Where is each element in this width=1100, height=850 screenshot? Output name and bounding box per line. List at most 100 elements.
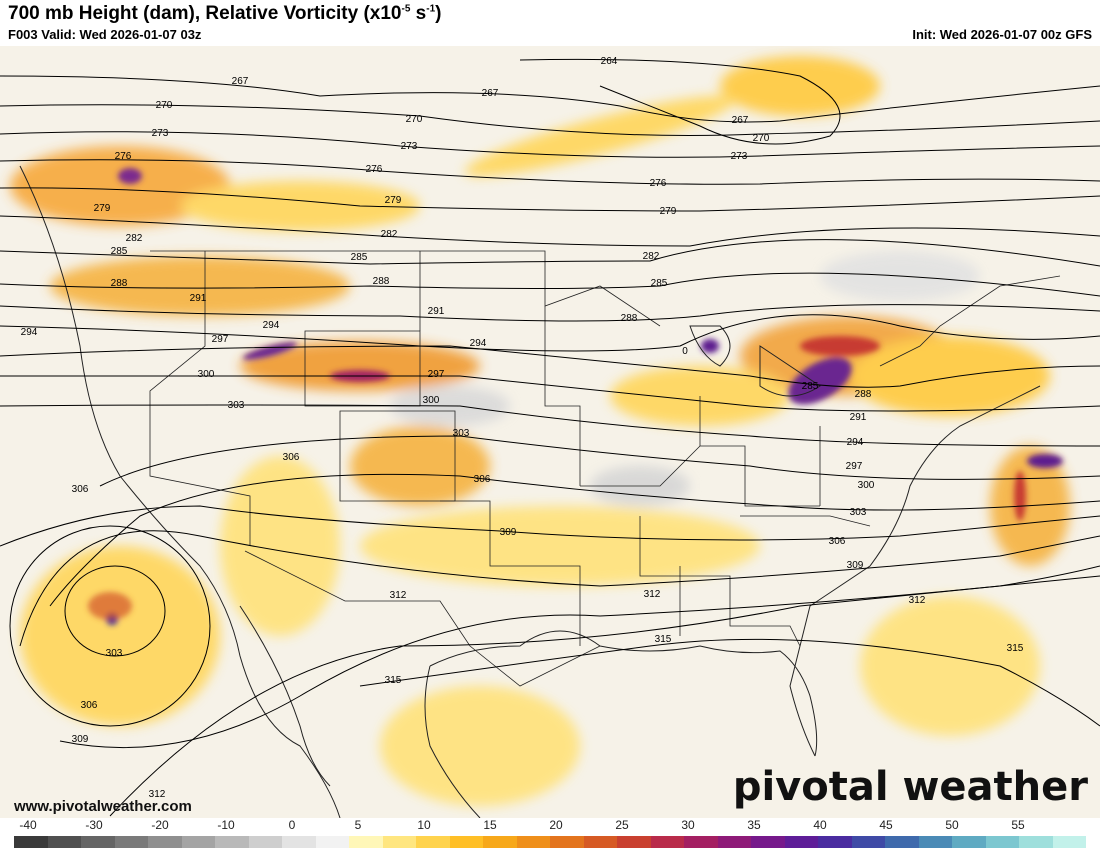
contour-label: 315 xyxy=(655,634,672,645)
init-time: Init: Wed 2026-01-07 00z GFS xyxy=(912,27,1092,42)
contour-label: 282 xyxy=(126,233,143,244)
colorbar-swatch xyxy=(181,836,215,848)
contour-label: 303 xyxy=(850,507,867,518)
colorbar-swatch xyxy=(851,836,885,848)
contour-label: 273 xyxy=(152,128,169,139)
colorbar-swatch xyxy=(918,836,952,848)
contour-label: 306 xyxy=(81,700,98,711)
contour-label: 288 xyxy=(621,313,638,324)
colorbar-swatch xyxy=(1052,836,1086,848)
contour-label: 294 xyxy=(470,338,487,349)
colorbar-swatch xyxy=(516,836,550,848)
colorbar-swatch xyxy=(114,836,148,848)
valid-time: F003 Valid: Wed 2026-01-07 03z xyxy=(8,27,202,42)
contour-label: 288 xyxy=(373,276,390,287)
contour-label: 300 xyxy=(423,395,440,406)
west-coast xyxy=(19,165,341,818)
contour-label: 297 xyxy=(846,461,863,472)
colorbar-tick: 5 xyxy=(354,818,362,832)
contour-label: 312 xyxy=(390,590,407,601)
contour-label: 306 xyxy=(72,484,89,495)
contour-label: 294 xyxy=(847,437,864,448)
contour-label: 303 xyxy=(106,648,123,659)
colorbar-swatch xyxy=(684,836,718,848)
contour-label: 291 xyxy=(190,293,207,304)
colorbar-tick: 0 xyxy=(288,818,296,832)
contour-label: 315 xyxy=(385,675,402,686)
contour-label: 312 xyxy=(644,589,661,600)
contour-label: 288 xyxy=(111,278,128,289)
contour-label: 264 xyxy=(601,56,618,67)
colorbar xyxy=(14,836,1086,848)
contour-label: 267 xyxy=(732,115,749,126)
contour-label: 279 xyxy=(385,195,402,206)
contour-label: 270 xyxy=(156,100,173,111)
contour-label: 294 xyxy=(263,320,280,331)
contour-label: 273 xyxy=(401,141,418,152)
contour-label: 267 xyxy=(232,76,249,87)
contour-label: 0 xyxy=(682,346,688,357)
contour-label: 276 xyxy=(115,151,132,162)
colorbar-swatch xyxy=(985,836,1019,848)
website-url: www.pivotalweather.com xyxy=(14,798,192,815)
contour-label: 267 xyxy=(482,88,499,99)
contour-label: 312 xyxy=(909,595,926,606)
colorbar-swatch xyxy=(885,836,919,848)
contour-label: 291 xyxy=(850,412,867,423)
colorbar-tick: -20 xyxy=(151,818,169,832)
colorbar-tick: 30 xyxy=(681,818,695,832)
colorbar-swatch xyxy=(382,836,416,848)
contour-label: 312 xyxy=(149,789,166,800)
colorbar-swatch xyxy=(952,836,986,848)
colorbar-tick: 25 xyxy=(615,818,629,832)
contour-label: 285 xyxy=(802,381,819,392)
contour-label: 291 xyxy=(428,306,445,317)
colorbar-swatch xyxy=(583,836,617,848)
contour-label: 303 xyxy=(228,400,245,411)
weather-map: 264 267 267 267 270 270 270 273 273 273 … xyxy=(0,46,1100,818)
contour-label: 306 xyxy=(283,452,300,463)
contour-label: 309 xyxy=(847,560,864,571)
contour-label: 288 xyxy=(855,389,872,400)
contour-label: 282 xyxy=(381,229,398,240)
colorbar-swatch xyxy=(14,836,48,848)
coastlines xyxy=(19,165,1041,818)
contour-label: 294 xyxy=(21,327,38,338)
colorbar-swatch xyxy=(215,836,249,848)
colorbar-swatch xyxy=(449,836,483,848)
east-coast xyxy=(789,385,1041,757)
contour-label: 297 xyxy=(428,369,445,380)
contour-label: 279 xyxy=(94,203,111,214)
colorbar-swatch xyxy=(751,836,785,848)
contour-label: 285 xyxy=(651,278,668,289)
contour-label: 276 xyxy=(650,178,667,189)
colorbar-swatch xyxy=(1019,836,1053,848)
colorbar-tick: 35 xyxy=(747,818,761,832)
great-lakes xyxy=(689,325,821,397)
colorbar-swatch xyxy=(550,836,584,848)
colorbar-tick: 15 xyxy=(483,818,497,832)
colorbar-tick: 50 xyxy=(945,818,959,832)
colorbar-swatch xyxy=(717,836,751,848)
contour-label: 285 xyxy=(111,246,128,257)
colorbar-swatch xyxy=(818,836,852,848)
colorbar-tick: -10 xyxy=(217,818,235,832)
contour-label: 273 xyxy=(731,151,748,162)
colorbar-swatch xyxy=(81,836,115,848)
height-contours xyxy=(0,58,1100,817)
colorbar-swatch xyxy=(483,836,517,848)
contour-label: 279 xyxy=(660,206,677,217)
contour-label: 309 xyxy=(72,734,89,745)
contour-label: 300 xyxy=(858,480,875,491)
chart-title: 700 mb Height (dam), Relative Vorticity … xyxy=(8,3,442,24)
colorbar-tick: 10 xyxy=(417,818,431,832)
contour-label: 306 xyxy=(829,536,846,547)
colorbar-swatch xyxy=(650,836,684,848)
contour-label: 303 xyxy=(453,428,470,439)
contour-label: 285 xyxy=(351,252,368,263)
colorbar-tick: 55 xyxy=(1011,818,1025,832)
colorbar-swatch xyxy=(416,836,450,848)
contour-labels: 264 267 267 267 270 270 270 273 273 273 … xyxy=(21,56,1024,800)
vorticity-maxima xyxy=(88,168,1063,625)
contour-label: 309 xyxy=(500,527,517,538)
